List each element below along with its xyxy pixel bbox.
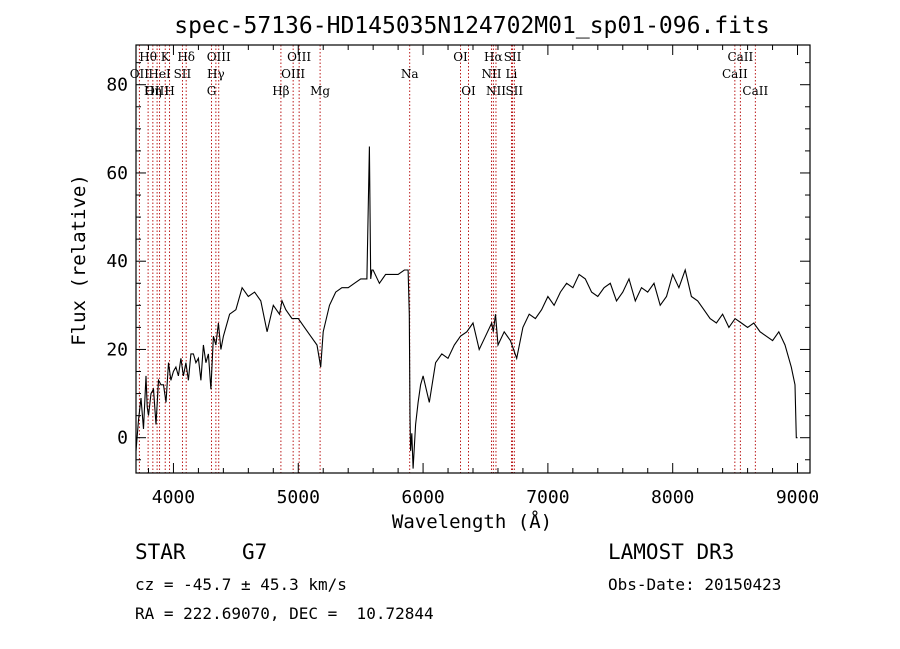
emission-line-label-27: CaII <box>742 84 768 98</box>
observation-date: Obs-Date: 20150423 <box>608 575 782 594</box>
emission-line-label-11: G <box>207 84 217 98</box>
emission-line-label-0: Hθ <box>139 50 157 64</box>
axis-tick-labels: 4000 5000 6000 7000 8000 9000 0 20 40 60 80 <box>106 75 819 508</box>
y-tick-label-20: 20 <box>106 339 128 360</box>
emission-line-label-1: OII <box>130 67 150 81</box>
emission-line-label-17: OI <box>453 50 468 64</box>
emission-line-label-13: OIII <box>287 50 311 64</box>
emission-line-label-14: OIII <box>281 67 305 81</box>
emission-line-label-21: NII <box>481 67 501 81</box>
plot-frame <box>135 44 811 474</box>
emission-line-label-3: K <box>161 50 171 64</box>
emission-line-label-26: CaII <box>722 67 748 81</box>
emission-line-label-20: SII <box>504 50 522 64</box>
x-tick-label-8000: 8000 <box>651 487 694 508</box>
emission-line-label-5: Hη <box>144 84 162 98</box>
object-class: STAR <box>135 540 186 564</box>
emission-line-label-23: NII <box>486 84 506 98</box>
emission-line-label-25: CaII <box>727 50 753 64</box>
emission-line-label-12: Hβ <box>272 84 289 98</box>
y-tick-label-80: 80 <box>106 75 128 96</box>
y-tick-label-60: 60 <box>106 163 128 184</box>
emission-line-label-10: Hγ <box>207 67 225 81</box>
emission-line-label-15: Mg <box>310 84 330 98</box>
emission-line-label-2: OIII <box>145 84 169 98</box>
x-tick-label-4000: 4000 <box>152 487 195 508</box>
emission-line-label-4: HeI <box>148 67 171 81</box>
chart-title: spec-57136-HD145035N124702M01_sp01-096.f… <box>174 13 769 39</box>
emission-line-label-19: Hα <box>484 50 503 64</box>
y-tick-label-40: 40 <box>106 251 128 272</box>
x-tick-label-9000: 9000 <box>776 487 819 508</box>
x-tick-label-5000: 5000 <box>277 487 320 508</box>
emission-line-label-18: OI <box>461 84 476 98</box>
redshift-value: cz = -45.7 ± 45.3 km/s <box>135 575 347 594</box>
spectral-subclass: G7 <box>242 540 268 564</box>
axis-ticks <box>136 45 810 473</box>
emission-line-label-7: H <box>164 84 174 98</box>
emission-line-label-8: Hδ <box>177 50 195 64</box>
y-axis-label: Flux (relative) <box>68 174 90 346</box>
emission-line-label-24: SII <box>505 84 523 98</box>
spectrum-series-line <box>135 146 798 469</box>
survey-name: LAMOST DR3 <box>608 540 735 564</box>
emission-line-label-16: Na <box>401 67 419 81</box>
emission-line-label-9: OIII <box>207 50 231 64</box>
emission-line-label-6: SII <box>174 67 192 81</box>
y-tick-label-0: 0 <box>117 428 128 449</box>
emission-line-markers <box>138 45 756 473</box>
x-tick-label-7000: 7000 <box>526 487 569 508</box>
x-axis-label: Wavelength (Å) <box>392 510 552 533</box>
x-tick-label-6000: 6000 <box>401 487 444 508</box>
emission-line-label-22: Li <box>506 67 518 81</box>
sky-coordinates: RA = 222.69070, DEC = 10.72844 <box>135 604 434 623</box>
